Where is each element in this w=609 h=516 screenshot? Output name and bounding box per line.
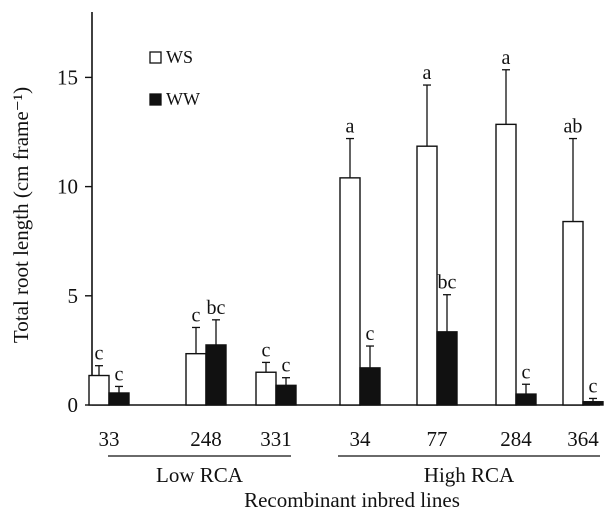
significance-letter: a (423, 62, 432, 84)
bar-ww-34 (359, 367, 381, 406)
significance-letter: c (192, 304, 201, 326)
bar-ws-284 (495, 123, 517, 406)
bar-ww-248 (205, 344, 227, 406)
group-label: Low RCA (156, 463, 244, 487)
category-label: 284 (500, 427, 532, 451)
legend-label-ww: WW (166, 89, 200, 109)
y-axis: 0 5 10 15 (57, 12, 93, 417)
category-label: 34 (350, 427, 372, 451)
y-ticks: 0 5 10 15 (57, 65, 92, 417)
bar-ws-34 (339, 177, 361, 406)
category-label: 33 (99, 427, 120, 451)
category-labels: 33 248 331 34 77 284 364 (99, 427, 600, 451)
significance-letter: c (589, 375, 598, 397)
significance-letter: c (522, 361, 531, 383)
significance-letter: a (346, 116, 355, 138)
y-tick-label: 0 (68, 393, 79, 417)
group-label: High RCA (424, 463, 515, 487)
legend-swatch-ws (149, 51, 162, 64)
legend-label-ws: WS (166, 47, 193, 67)
bar-ws-77 (416, 145, 438, 406)
bar-ws-33 (88, 374, 110, 406)
bar-ws-248 (185, 352, 207, 406)
significance-letter: c (95, 343, 104, 365)
significance-letter: ab (564, 116, 583, 138)
significance-letter: c (282, 355, 291, 377)
bar-ww-364 (582, 401, 604, 406)
y-tick-label: 10 (57, 175, 78, 199)
bar-ww-284 (515, 393, 537, 406)
category-label: 77 (427, 427, 448, 451)
bar-ww-33 (108, 392, 130, 406)
y-axis-title: Total root length (cm frame⁻¹) (9, 87, 33, 343)
significance-letter: c (115, 363, 124, 385)
significance-letter: c (262, 339, 271, 361)
x-axis-title: Recombinant inbred lines (244, 488, 460, 512)
significance-letter: bc (438, 272, 457, 294)
significance-letter: c (366, 323, 375, 345)
y-tick-label: 5 (68, 284, 79, 308)
bar-ws-364 (562, 220, 584, 406)
category-label: 248 (190, 427, 222, 451)
bar-ws-331 (255, 371, 277, 406)
bar-ww-77 (436, 331, 458, 406)
bar-ww-331 (275, 384, 297, 406)
y-tick-label: 15 (57, 65, 78, 89)
significance-letter: bc (207, 297, 226, 319)
category-label: 331 (260, 427, 292, 451)
legend: WS WW (149, 47, 200, 109)
significance-letter: a (502, 47, 511, 69)
group-brackets: Low RCA High RCA (108, 455, 600, 487)
category-label: 364 (567, 427, 599, 451)
legend-swatch-ww (149, 93, 162, 106)
